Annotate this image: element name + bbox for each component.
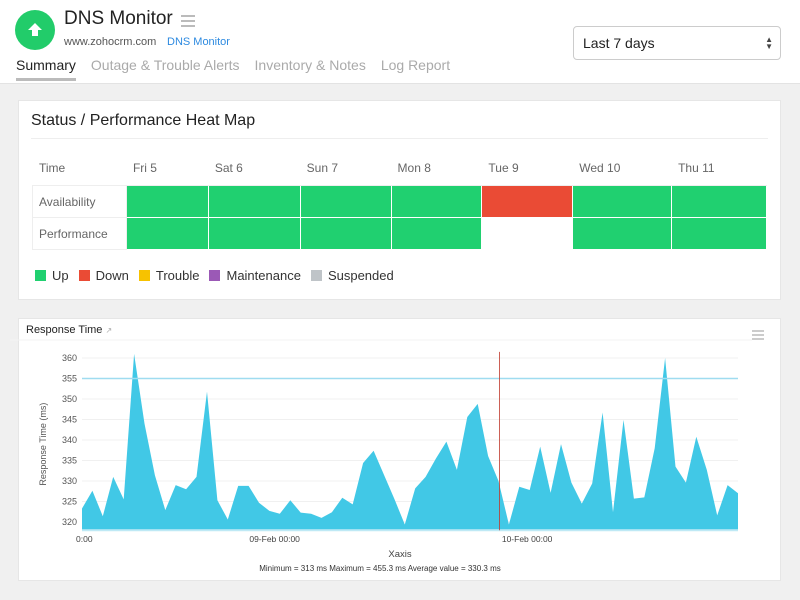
legend-item-maintenance: Maintenance [209,268,301,283]
day-header: Sat 6 [207,150,301,186]
response-time-chart: 320 325 330 335 340 345 350 355 360 0:00 09-Feb 00… [10,339,752,573]
chart-menu-icon[interactable] [752,328,764,342]
heatmap-table: Time Fri 5 Sat 6 Sun 7 Mon 8 Tue 9 Wed 10 Thu 1… [32,150,767,250]
y-tick-label: 330 [62,476,77,486]
legend-label: Up [52,268,69,283]
updown-arrow-icon: ▲ ▼ [765,35,773,51]
heatmap-cell-up[interactable] [671,217,767,250]
heatmap-cell-up[interactable] [572,185,673,218]
heatmap-cell-up[interactable] [299,217,392,250]
heatmap-legend: Up Down Trouble Maintenance Suspended [35,268,394,283]
x-tick-label: 0:00 [76,534,93,544]
tab-bar: Summary Outage & Trouble Alerts Inventor… [16,57,450,81]
heatmap-cell-up[interactable] [125,217,209,250]
tab-log-report[interactable]: Log Report [380,57,451,73]
summary-stats: Minimum = 313 ms Maximum = 455.3 ms Aver… [259,564,501,573]
row-label: Performance [32,217,127,250]
y-tick-label: 360 [62,353,77,363]
monitor-domain: www.zohocrm.com [64,36,157,48]
legend-label: Suspended [327,268,394,283]
y-tick-label: 320 [62,517,77,527]
legend-item-up: Up [35,268,69,283]
heatmap-row: Performance [32,217,767,250]
heatmap-cell-up[interactable] [572,217,673,250]
y-axis-title: Response Time (ms) [38,403,48,486]
day-header: Wed 10 [572,150,673,186]
heatmap-cell-up[interactable] [125,185,209,218]
y-tick-label: 325 [62,497,77,507]
legend-swatch [310,270,322,281]
row-label: Availability [32,185,127,218]
heatmap-cell-up[interactable] [390,185,483,218]
y-tick-label: 350 [62,394,77,404]
heatmap-cell-up[interactable] [671,185,767,218]
x-tick-label: 10-Feb 00:00 [502,534,553,544]
legend-label: Trouble [155,268,200,283]
external-link-icon[interactable]: ↗ [105,326,113,335]
heatmap-cell-up[interactable] [299,185,392,218]
chart-title: Response Time ↗ [26,324,112,336]
period-select[interactable]: Last 7 days ▲ ▼ [573,26,781,60]
time-header: Time [32,150,127,186]
heatmap-cell-none[interactable] [481,217,574,250]
heatmap-cell-up[interactable] [207,217,301,250]
day-header: Fri 5 [125,150,209,186]
monitor-header: DNS Monitor www.zohocrm.com DNS Monitor … [0,0,800,84]
y-tick-label: 345 [62,415,77,425]
breadcrumb-link[interactable]: DNS Monitor [167,36,230,48]
chart-title-text: Response Time [26,324,103,336]
legend-swatch [209,270,221,281]
arrow-up-icon [28,23,42,36]
x-axis-title: Xaxis [388,549,411,560]
day-header: Thu 11 [671,150,767,186]
heatmap-title: Status / Performance Heat Map [31,112,256,129]
menu-icon[interactable] [181,12,195,30]
tab-outage-alerts[interactable]: Outage & Trouble Alerts [90,57,240,73]
tab-inventory-notes[interactable]: Inventory & Notes [254,57,366,73]
response-time-area [82,353,738,531]
day-header: Mon 8 [390,150,483,186]
heatmap-row: Availability [32,185,767,218]
period-value: Last 7 days [583,35,655,51]
y-tick-label: 340 [62,435,77,445]
day-header: Tue 9 [481,150,574,186]
legend-item-trouble: Trouble [138,268,200,283]
page-title: DNS Monitor [64,8,173,29]
x-tick-label: 09-Feb 00:00 [249,534,300,544]
day-header: Sun 7 [299,150,392,186]
heatmap-cell-down[interactable] [481,185,574,218]
legend-label: Maintenance [226,268,301,283]
heatmap-cell-up[interactable] [207,185,301,218]
legend-label: Down [95,268,129,283]
legend-item-suspended: Suspended [310,268,394,283]
heatmap-cell-up[interactable] [390,217,483,250]
tab-summary[interactable]: Summary [16,57,76,81]
legend-swatch [78,270,90,281]
y-tick-label: 335 [62,456,77,466]
status-up-badge [15,10,55,50]
legend-item-down: Down [78,268,129,283]
y-tick-label: 355 [62,374,77,384]
divider [31,138,768,139]
legend-swatch [138,270,150,281]
legend-swatch [35,270,46,281]
